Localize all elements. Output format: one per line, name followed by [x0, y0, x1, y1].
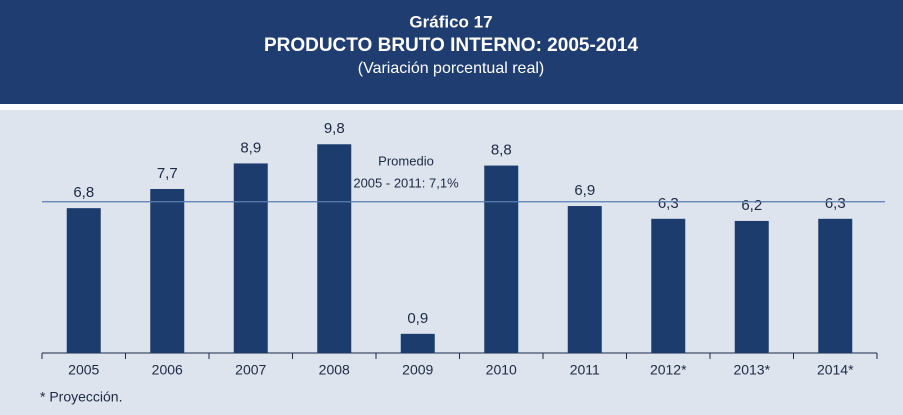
bar	[233, 163, 268, 353]
x-tick-label: 2005	[68, 362, 99, 378]
value-label: 6,8	[73, 184, 94, 201]
chart-subtitle: PRODUCTO BRUTO INTERNO: 2005-2014	[264, 35, 639, 56]
bar	[150, 188, 185, 353]
value-label: 8,9	[240, 139, 261, 156]
value-label: 8,8	[491, 142, 512, 159]
bar	[317, 144, 352, 353]
bar	[651, 218, 686, 353]
value-label: 0,9	[407, 310, 428, 327]
x-tick-label: 2007	[235, 362, 266, 378]
chart-subtitle2: (Variación porcentual real)	[358, 60, 544, 77]
footnote: * Proyección.	[40, 389, 122, 405]
x-tick-label: 2014*	[817, 362, 854, 378]
bar	[567, 206, 602, 353]
header-band	[0, 0, 903, 104]
x-tick-label: 2006	[152, 362, 183, 378]
x-tick-label: 2012*	[650, 362, 687, 378]
value-label: 6,2	[741, 197, 762, 214]
bar	[818, 218, 853, 353]
reference-label: 2005 - 2011: 7,1%	[353, 175, 459, 190]
bar	[734, 220, 769, 353]
x-tick-label: 2009	[402, 362, 433, 378]
value-label: 6,3	[658, 195, 679, 212]
chart-title: Gráfico 17	[409, 12, 492, 31]
x-tick-label: 2011	[570, 362, 600, 378]
bar	[484, 165, 519, 353]
value-label: 6,9	[574, 182, 595, 199]
bar	[400, 333, 435, 353]
reference-label: Promedio	[378, 153, 434, 168]
x-tick-label: 2008	[319, 362, 350, 378]
value-label: 6,3	[825, 195, 846, 212]
x-tick-label: 2010	[486, 362, 517, 378]
value-label: 7,7	[157, 165, 178, 182]
value-label: 9,8	[324, 120, 345, 137]
bar	[66, 208, 101, 353]
x-tick-label: 2013*	[733, 362, 770, 378]
